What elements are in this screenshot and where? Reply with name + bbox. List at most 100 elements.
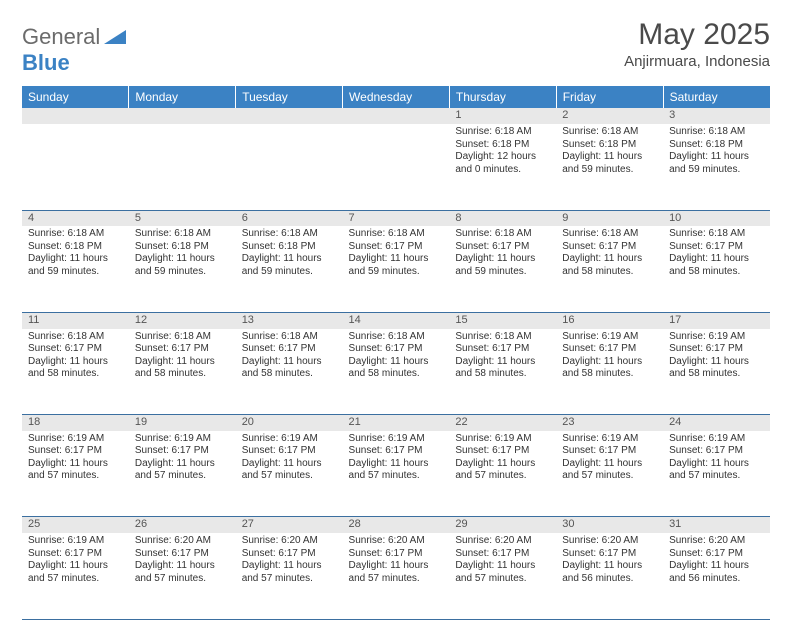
sunrise-line: Sunrise: 6:18 AM (349, 228, 444, 241)
daylight-line1: Daylight: 11 hours (242, 253, 337, 266)
sunset-line: Sunset: 6:17 PM (562, 548, 657, 561)
day-cell: Sunrise: 6:19 AMSunset: 6:17 PMDaylight:… (449, 431, 556, 517)
sunset-line: Sunset: 6:17 PM (669, 343, 764, 356)
daylight-line1: Daylight: 11 hours (242, 560, 337, 573)
sunrise-line: Sunrise: 6:19 AM (349, 433, 444, 446)
daylight-line1: Daylight: 11 hours (562, 560, 657, 573)
daylight-line2: and 59 minutes. (669, 164, 764, 177)
day-content-row: Sunrise: 6:19 AMSunset: 6:17 PMDaylight:… (22, 533, 770, 619)
day-cell: Sunrise: 6:18 AMSunset: 6:18 PMDaylight:… (22, 226, 129, 312)
daylight-line1: Daylight: 11 hours (135, 560, 230, 573)
day-details: Sunrise: 6:19 AMSunset: 6:17 PMDaylight:… (343, 431, 450, 487)
sunset-line: Sunset: 6:18 PM (562, 139, 657, 152)
sunrise-line: Sunrise: 6:19 AM (28, 433, 123, 446)
sunset-line: Sunset: 6:17 PM (349, 241, 444, 254)
day-details: Sunrise: 6:18 AMSunset: 6:17 PMDaylight:… (663, 226, 770, 282)
day-number-row: 123 (22, 108, 770, 124)
day-details: Sunrise: 6:19 AMSunset: 6:17 PMDaylight:… (236, 431, 343, 487)
sunset-line: Sunset: 6:17 PM (135, 343, 230, 356)
day-number-cell: 31 (663, 517, 770, 533)
day-number-cell: 21 (343, 415, 450, 431)
sunset-line: Sunset: 6:17 PM (562, 343, 657, 356)
weekday-header: Wednesday (343, 86, 450, 108)
sunset-line: Sunset: 6:17 PM (242, 445, 337, 458)
daylight-line2: and 58 minutes. (562, 266, 657, 279)
daylight-line2: and 58 minutes. (242, 368, 337, 381)
calendar-page: General Blue May 2025 Anjirmuara, Indone… (0, 0, 792, 632)
day-details: Sunrise: 6:20 AMSunset: 6:17 PMDaylight:… (236, 533, 343, 589)
daylight-line1: Daylight: 11 hours (669, 151, 764, 164)
day-cell: Sunrise: 6:18 AMSunset: 6:18 PMDaylight:… (449, 124, 556, 210)
day-number-cell: 30 (556, 517, 663, 533)
daylight-line1: Daylight: 11 hours (455, 253, 550, 266)
day-number-cell: 20 (236, 415, 343, 431)
daylight-line1: Daylight: 11 hours (242, 356, 337, 369)
sunrise-line: Sunrise: 6:18 AM (135, 228, 230, 241)
daylight-line1: Daylight: 11 hours (28, 458, 123, 471)
sunset-line: Sunset: 6:17 PM (669, 445, 764, 458)
day-number-cell: 15 (449, 312, 556, 328)
daylight-line1: Daylight: 12 hours (455, 151, 550, 164)
sunrise-line: Sunrise: 6:20 AM (562, 535, 657, 548)
day-number-cell: 13 (236, 312, 343, 328)
sunset-line: Sunset: 6:17 PM (242, 343, 337, 356)
sunset-line: Sunset: 6:17 PM (28, 548, 123, 561)
day-cell: Sunrise: 6:18 AMSunset: 6:18 PMDaylight:… (129, 226, 236, 312)
calendar-table: Sunday Monday Tuesday Wednesday Thursday… (22, 86, 770, 620)
day-number-cell: 27 (236, 517, 343, 533)
day-cell: Sunrise: 6:20 AMSunset: 6:17 PMDaylight:… (129, 533, 236, 619)
daylight-line1: Daylight: 11 hours (349, 356, 444, 369)
day-details: Sunrise: 6:18 AMSunset: 6:18 PMDaylight:… (22, 226, 129, 282)
day-number-cell: 17 (663, 312, 770, 328)
daylight-line1: Daylight: 11 hours (28, 356, 123, 369)
weekday-header: Monday (129, 86, 236, 108)
day-number-cell: 14 (343, 312, 450, 328)
daylight-line2: and 57 minutes. (349, 573, 444, 586)
day-cell: Sunrise: 6:19 AMSunset: 6:17 PMDaylight:… (22, 533, 129, 619)
daylight-line1: Daylight: 11 hours (562, 458, 657, 471)
day-cell (236, 124, 343, 210)
day-details: Sunrise: 6:18 AMSunset: 6:17 PMDaylight:… (129, 329, 236, 385)
sunrise-line: Sunrise: 6:19 AM (28, 535, 123, 548)
day-cell: Sunrise: 6:18 AMSunset: 6:17 PMDaylight:… (449, 226, 556, 312)
weekday-header: Thursday (449, 86, 556, 108)
daylight-line2: and 58 minutes. (135, 368, 230, 381)
sunrise-line: Sunrise: 6:18 AM (28, 331, 123, 344)
sunset-line: Sunset: 6:17 PM (669, 548, 764, 561)
sunrise-line: Sunrise: 6:19 AM (669, 433, 764, 446)
sunset-line: Sunset: 6:17 PM (455, 445, 550, 458)
day-details: Sunrise: 6:19 AMSunset: 6:17 PMDaylight:… (556, 431, 663, 487)
daylight-line2: and 59 minutes. (242, 266, 337, 279)
day-number-cell: 22 (449, 415, 556, 431)
sunset-line: Sunset: 6:17 PM (242, 548, 337, 561)
sunrise-line: Sunrise: 6:19 AM (669, 331, 764, 344)
daylight-line2: and 56 minutes. (669, 573, 764, 586)
sunset-line: Sunset: 6:17 PM (349, 343, 444, 356)
weekday-header: Saturday (663, 86, 770, 108)
day-details: Sunrise: 6:18 AMSunset: 6:17 PMDaylight:… (556, 226, 663, 282)
day-details: Sunrise: 6:19 AMSunset: 6:17 PMDaylight:… (129, 431, 236, 487)
day-details: Sunrise: 6:20 AMSunset: 6:17 PMDaylight:… (449, 533, 556, 589)
weekday-header-row: Sunday Monday Tuesday Wednesday Thursday… (22, 86, 770, 108)
day-number-cell: 25 (22, 517, 129, 533)
day-details: Sunrise: 6:18 AMSunset: 6:17 PMDaylight:… (236, 329, 343, 385)
daylight-line1: Daylight: 11 hours (28, 560, 123, 573)
day-cell: Sunrise: 6:18 AMSunset: 6:17 PMDaylight:… (343, 226, 450, 312)
day-number-cell: 4 (22, 210, 129, 226)
daylight-line1: Daylight: 11 hours (455, 356, 550, 369)
sunset-line: Sunset: 6:17 PM (28, 445, 123, 458)
day-number-cell: 19 (129, 415, 236, 431)
sunset-line: Sunset: 6:17 PM (28, 343, 123, 356)
daylight-line2: and 0 minutes. (455, 164, 550, 177)
sunrise-line: Sunrise: 6:18 AM (562, 228, 657, 241)
sunrise-line: Sunrise: 6:20 AM (669, 535, 764, 548)
day-details: Sunrise: 6:20 AMSunset: 6:17 PMDaylight:… (556, 533, 663, 589)
day-details: Sunrise: 6:18 AMSunset: 6:18 PMDaylight:… (449, 124, 556, 180)
daylight-line2: and 58 minutes. (28, 368, 123, 381)
logo-part1: General (22, 24, 100, 49)
daylight-line1: Daylight: 11 hours (669, 356, 764, 369)
daylight-line2: and 57 minutes. (28, 573, 123, 586)
weekday-header: Tuesday (236, 86, 343, 108)
calendar-body: 123Sunrise: 6:18 AMSunset: 6:18 PMDaylig… (22, 108, 770, 619)
day-number-cell: 7 (343, 210, 450, 226)
